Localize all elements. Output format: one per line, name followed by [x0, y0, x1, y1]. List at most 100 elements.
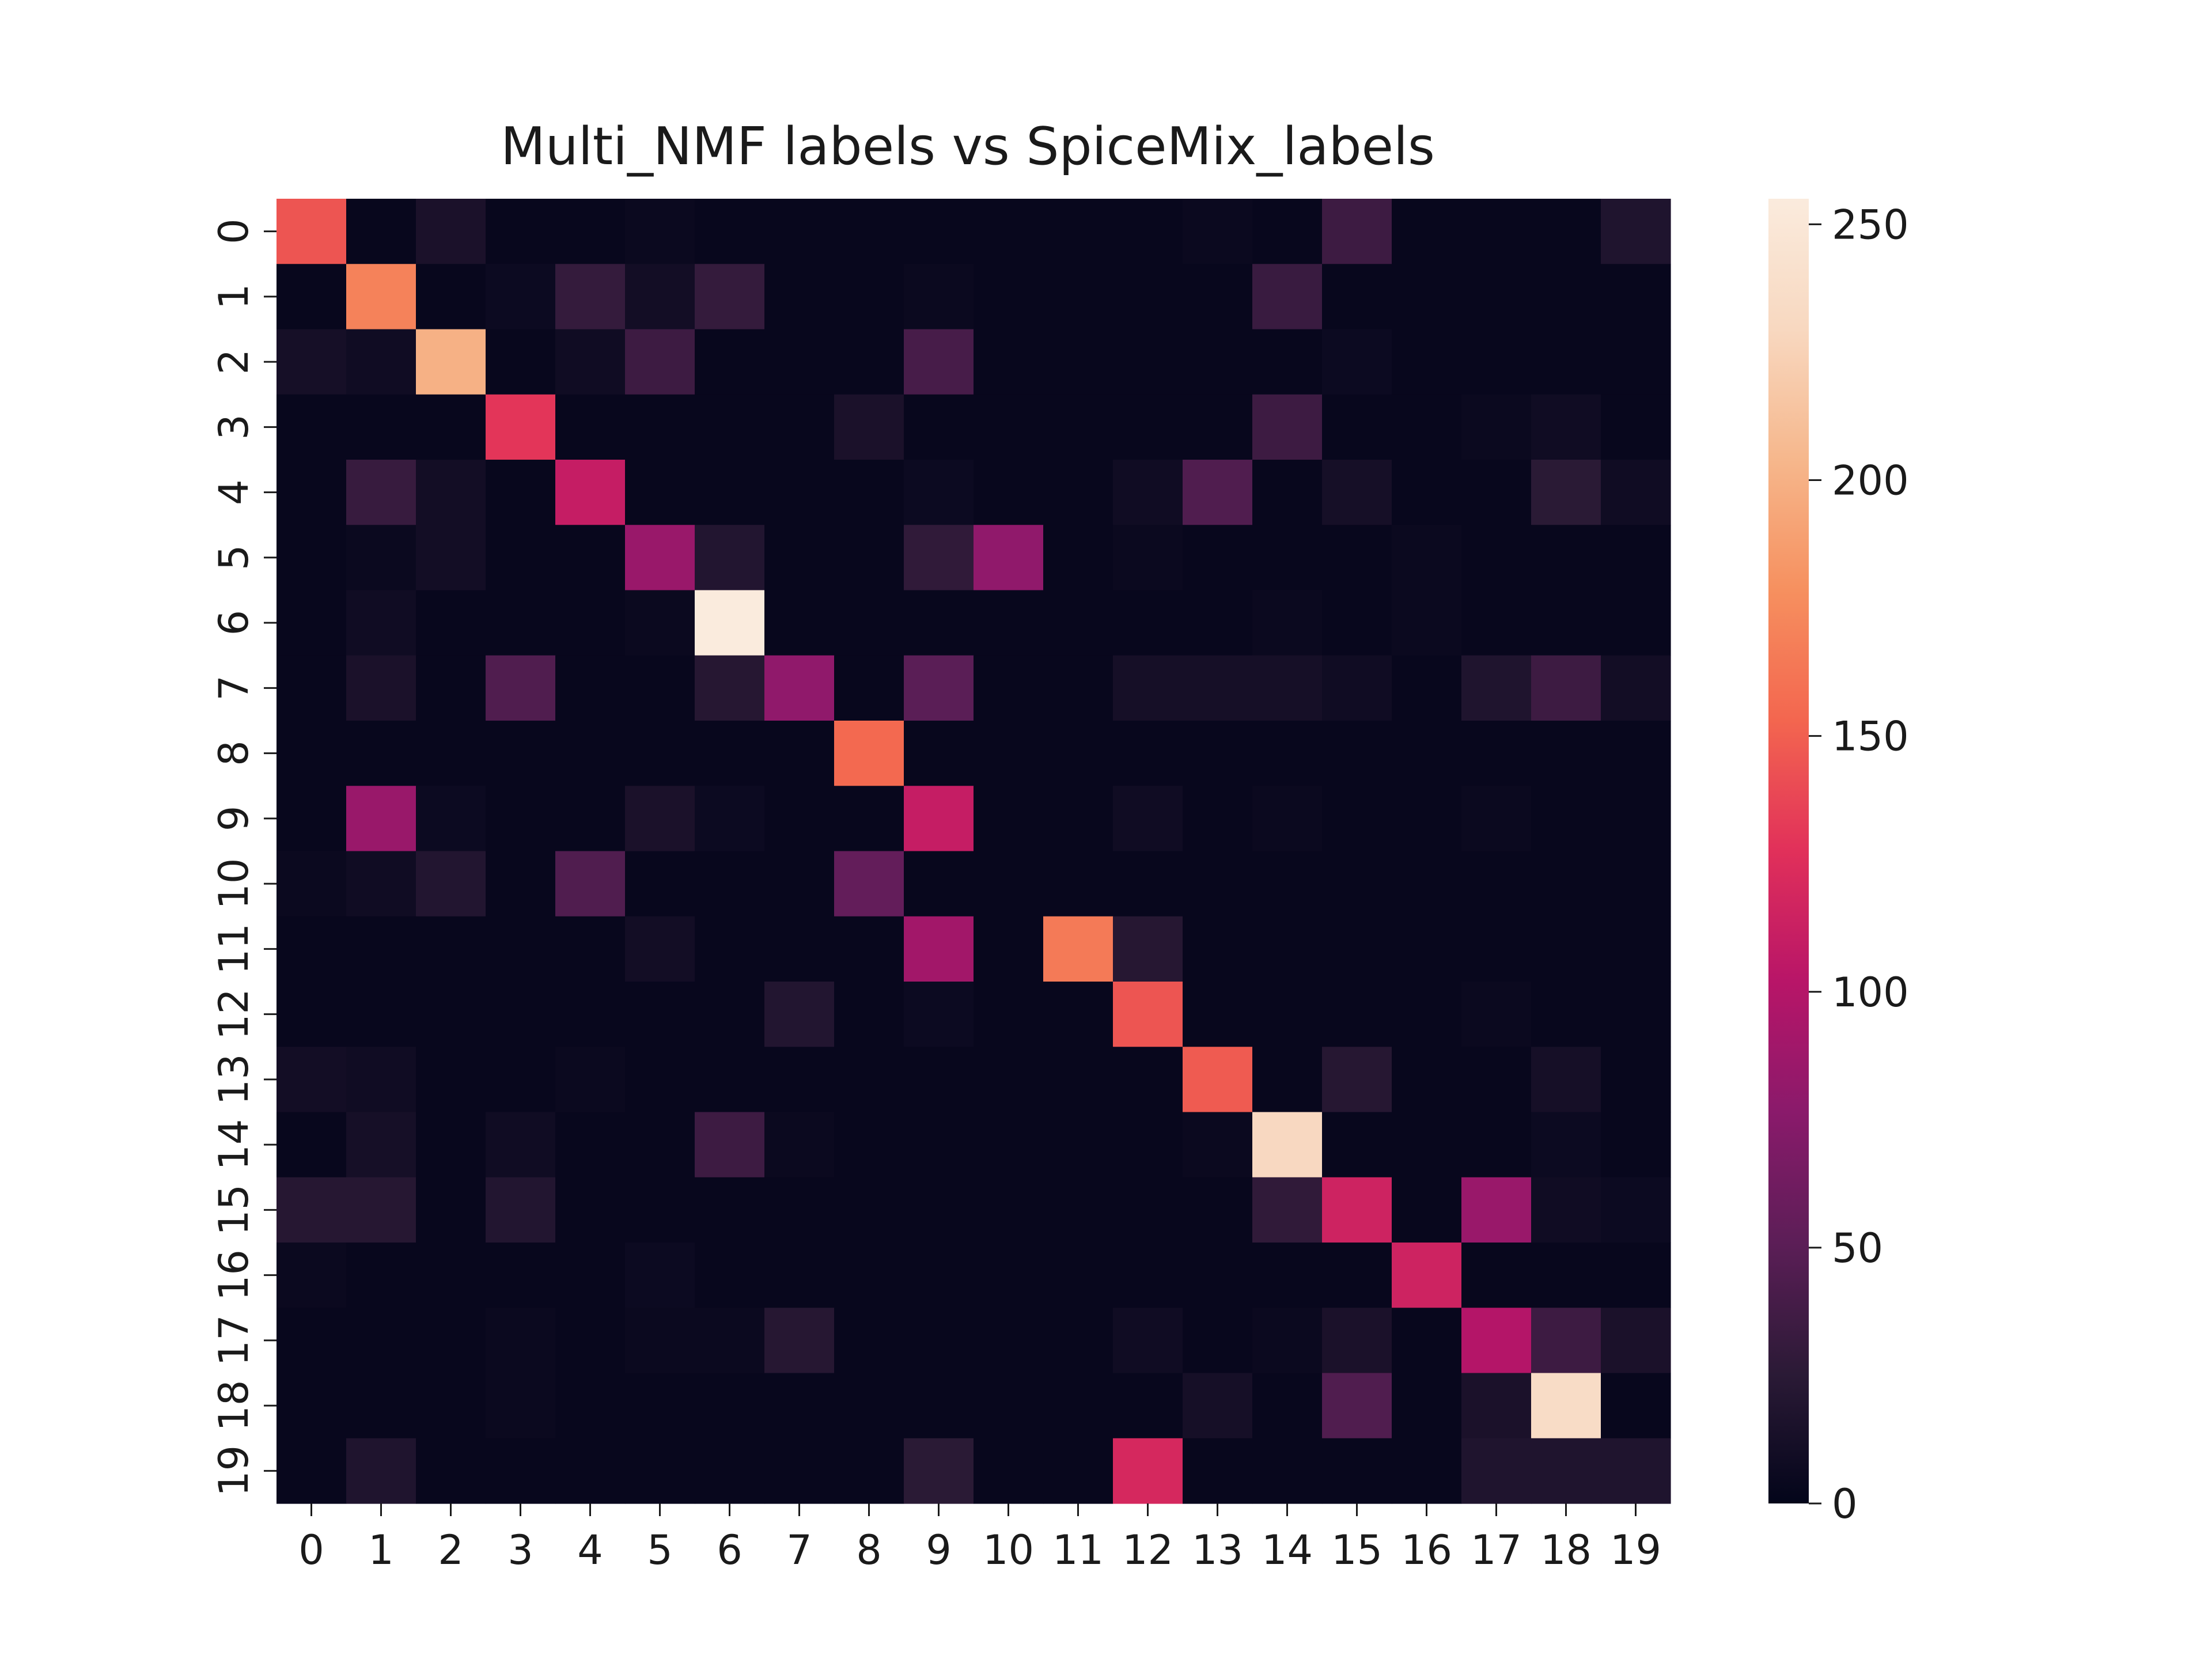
heatmap-cell-10-10: [974, 851, 1044, 917]
heatmap-cell-17-15: [1322, 1308, 1392, 1374]
heatmap-cell-2-4: [555, 329, 626, 395]
heatmap-cell-16-9: [904, 1243, 974, 1308]
heatmap-cell-7-9: [904, 655, 974, 721]
heatmap-cell-10-7: [764, 851, 835, 917]
heatmap-cell-9-12: [1113, 786, 1183, 852]
heatmap-cell-2-12: [1113, 329, 1183, 395]
heatmap-cell-12-1: [346, 982, 416, 1047]
heatmap-cell-11-12: [1113, 916, 1183, 982]
heatmap-cell-17-9: [904, 1308, 974, 1374]
heatmap-cell-3-1: [346, 394, 416, 460]
heatmap-cell-15-9: [904, 1177, 974, 1243]
heatmap-cell-18-6: [695, 1373, 765, 1439]
heatmap-cell-16-3: [486, 1243, 556, 1308]
heatmap-cell-18-13: [1183, 1373, 1253, 1439]
heatmap-cell-16-12: [1113, 1243, 1183, 1308]
heatmap-cell-12-17: [1461, 982, 1532, 1047]
y-tick-label: 17: [210, 1315, 257, 1366]
heatmap-cell-11-10: [974, 916, 1044, 982]
heatmap-cell-0-6: [695, 199, 765, 264]
heatmap-cell-3-14: [1252, 394, 1323, 460]
heatmap-cell-14-4: [555, 1112, 626, 1178]
heatmap-cell-1-6: [695, 264, 765, 330]
heatmap-cell-6-15: [1322, 590, 1392, 656]
heatmap-cell-13-1: [346, 1047, 416, 1113]
heatmap-cell-1-15: [1322, 264, 1392, 330]
colorbar-tick-label: 50: [1832, 1225, 1883, 1272]
heatmap-cell-10-13: [1183, 851, 1253, 917]
heatmap-cell-4-14: [1252, 460, 1323, 525]
x-tick-label: 4: [577, 1527, 603, 1574]
heatmap-cell-5-6: [695, 525, 765, 591]
y-tick-label: 1: [210, 284, 257, 310]
heatmap-cell-11-9: [904, 916, 974, 982]
x-tick-label: 9: [926, 1527, 952, 1574]
heatmap-cell-19-15: [1322, 1438, 1392, 1504]
heatmap-cell-10-12: [1113, 851, 1183, 917]
heatmap-cell-17-11: [1043, 1308, 1113, 1374]
heatmap-cell-10-16: [1392, 851, 1462, 917]
heatmap-cell-3-13: [1183, 394, 1253, 460]
heatmap-cell-4-9: [904, 460, 974, 525]
heatmap-cell-11-6: [695, 916, 765, 982]
heatmap-cell-8-1: [346, 721, 416, 786]
heatmap-cell-15-19: [1601, 1177, 1671, 1243]
heatmap-cell-10-3: [486, 851, 556, 917]
heatmap-cell-7-7: [764, 655, 835, 721]
heatmap-cell-18-9: [904, 1373, 974, 1439]
heatmap-cell-14-1: [346, 1112, 416, 1178]
heatmap-cell-13-3: [486, 1047, 556, 1113]
heatmap-cells: [276, 199, 1671, 1504]
heatmap-cell-0-1: [346, 199, 416, 264]
heatmap-cell-19-5: [625, 1438, 695, 1504]
heatmap-cell-1-3: [486, 264, 556, 330]
heatmap-cell-2-16: [1392, 329, 1462, 395]
y-tick-label: 13: [210, 1054, 257, 1105]
heatmap-cell-1-12: [1113, 264, 1183, 330]
heatmap-cell-11-5: [625, 916, 695, 982]
colorbar-tick-label: 200: [1832, 457, 1909, 505]
heatmap-cell-4-2: [416, 460, 486, 525]
heatmap-cell-2-0: [276, 329, 347, 395]
heatmap-cell-15-6: [695, 1177, 765, 1243]
heatmap-cell-19-14: [1252, 1438, 1323, 1504]
heatmap-cell-14-5: [625, 1112, 695, 1178]
heatmap-cell-19-16: [1392, 1438, 1462, 1504]
heatmap-cell-13-12: [1113, 1047, 1183, 1113]
colorbar-tick-label: 250: [1832, 201, 1909, 248]
heatmap-cell-8-14: [1252, 721, 1323, 786]
heatmap-cell-17-0: [276, 1308, 347, 1374]
heatmap-cell-5-0: [276, 525, 347, 591]
heatmap-cell-12-14: [1252, 982, 1323, 1047]
heatmap-cell-3-11: [1043, 394, 1113, 460]
heatmap-cell-4-6: [695, 460, 765, 525]
heatmap-cell-6-13: [1183, 590, 1253, 656]
heatmap-cell-11-4: [555, 916, 626, 982]
heatmap-cell-8-16: [1392, 721, 1462, 786]
heatmap-cell-15-17: [1461, 1177, 1532, 1243]
heatmap-cell-14-0: [276, 1112, 347, 1178]
heatmap-cell-0-13: [1183, 199, 1253, 264]
heatmap-cell-5-18: [1531, 525, 1601, 591]
heatmap-cell-19-0: [276, 1438, 347, 1504]
heatmap-cell-6-0: [276, 590, 347, 656]
heatmap-cell-0-12: [1113, 199, 1183, 264]
heatmap-cell-7-18: [1531, 655, 1601, 721]
heatmap-cell-8-13: [1183, 721, 1253, 786]
heatmap-cell-19-12: [1113, 1438, 1183, 1504]
heatmap-cell-11-18: [1531, 916, 1601, 982]
heatmap-cell-12-11: [1043, 982, 1113, 1047]
heatmap-cell-7-0: [276, 655, 347, 721]
heatmap-cell-0-0: [276, 199, 347, 264]
heatmap-cell-10-1: [346, 851, 416, 917]
heatmap-cell-3-3: [486, 394, 556, 460]
heatmap-cell-11-17: [1461, 916, 1532, 982]
heatmap-cell-12-4: [555, 982, 626, 1047]
heatmap-cell-15-2: [416, 1177, 486, 1243]
heatmap-cell-12-6: [695, 982, 765, 1047]
heatmap-cell-14-9: [904, 1112, 974, 1178]
x-tick-label: 15: [1331, 1527, 1382, 1574]
heatmap-cell-12-19: [1601, 982, 1671, 1047]
heatmap-cell-6-11: [1043, 590, 1113, 656]
